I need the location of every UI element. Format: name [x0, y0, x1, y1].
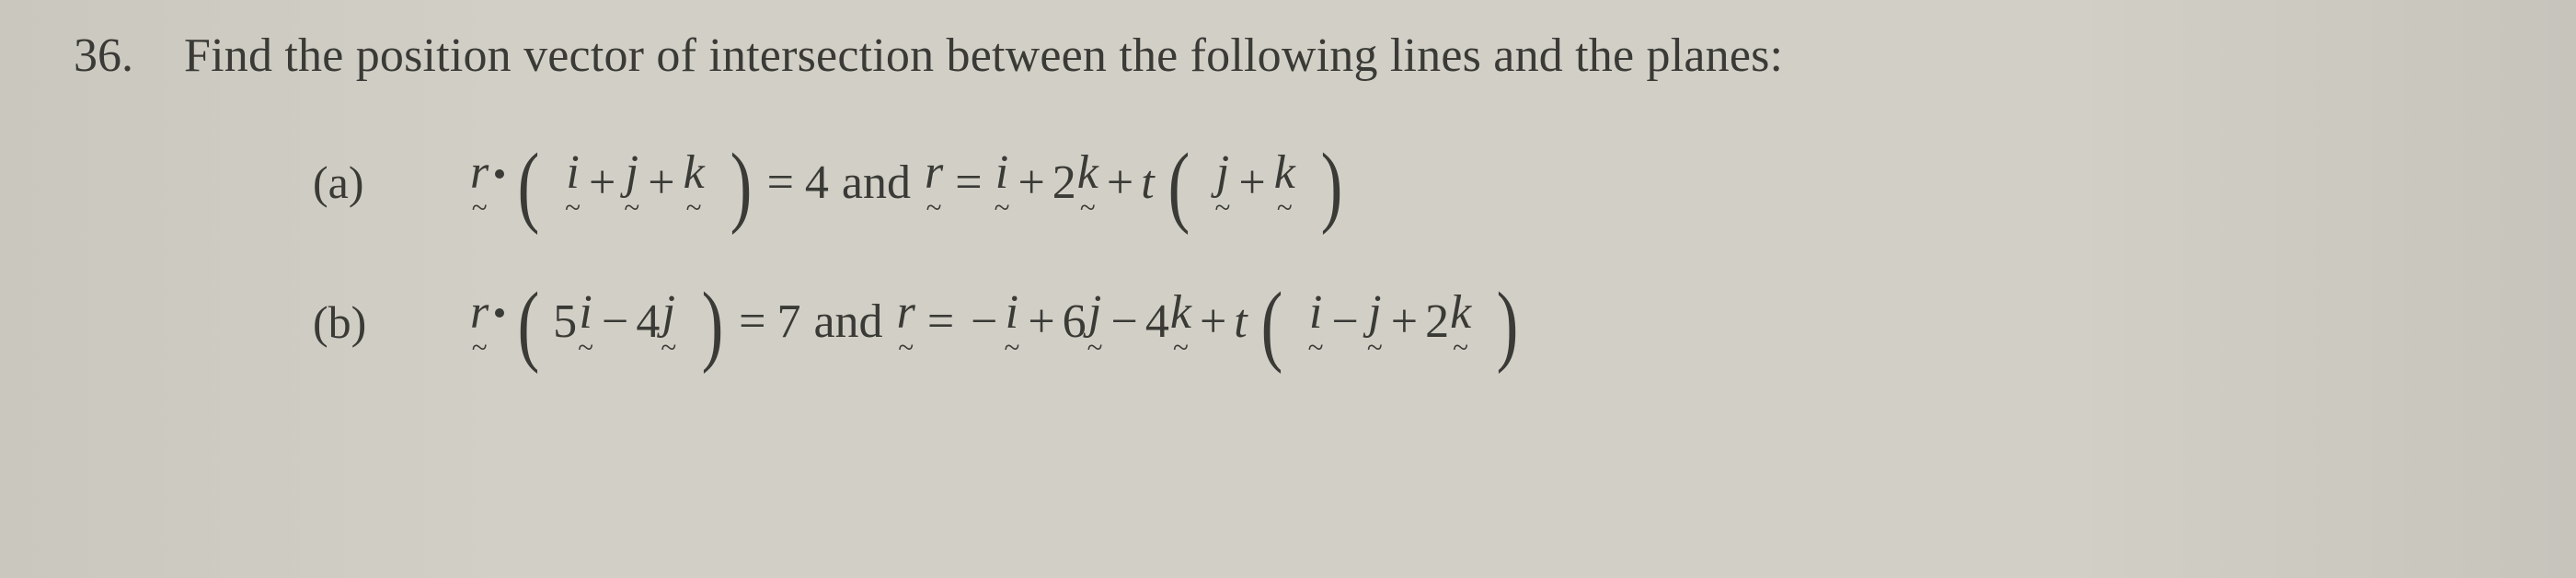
- coef-4: 4: [636, 295, 660, 349]
- vector-k: k~: [1077, 149, 1098, 215]
- equals-sign: =: [927, 295, 954, 349]
- minus-sign: −: [1332, 295, 1359, 349]
- param-t: t: [1141, 156, 1154, 210]
- left-paren: (: [518, 154, 540, 217]
- rhs-value: 4: [805, 156, 829, 210]
- right-paren: ): [1320, 154, 1342, 217]
- vector-r: r~: [897, 289, 915, 355]
- rhs-value: 7: [776, 295, 800, 349]
- vector-i: i~: [1004, 289, 1019, 355]
- vector-j: j~: [624, 149, 639, 215]
- left-paren: (: [1167, 154, 1190, 217]
- vector-i: i~: [1308, 289, 1324, 355]
- page: 36. Find the position vector of intersec…: [0, 0, 2576, 578]
- right-paren: ): [702, 293, 724, 356]
- left-paren: (: [1260, 293, 1282, 356]
- vector-k: k~: [1274, 149, 1295, 215]
- plus-sign: +: [1107, 156, 1133, 210]
- connector-and: and: [813, 295, 882, 349]
- leading-minus: −: [971, 295, 997, 349]
- equals-sign: =: [955, 156, 982, 210]
- minus-sign: −: [1111, 295, 1138, 349]
- plus-sign: +: [1018, 156, 1044, 210]
- vector-k: k~: [684, 149, 705, 215]
- plus-sign: +: [1391, 295, 1418, 349]
- vector-j: j~: [1367, 289, 1383, 355]
- plus-sign: +: [1028, 295, 1054, 349]
- part-b-label: (b): [313, 295, 469, 349]
- part-b-math: r~ ( 5 i~ − 4 j~ ) = 7 and r~ = − i~ + 6: [469, 289, 1523, 355]
- vector-r: r~: [470, 149, 489, 215]
- part-a-math: r~ ( i~ + j~ + k~ ) = 4 and r~ = i~ + 2 …: [469, 149, 1347, 215]
- connector-and: and: [842, 156, 911, 210]
- vector-r: r~: [925, 149, 943, 215]
- plus-sign: +: [1238, 156, 1265, 210]
- dot-product-icon: [495, 308, 504, 318]
- right-paren: ): [1497, 293, 1519, 356]
- coef-4: 4: [1145, 295, 1169, 349]
- plus-sign: +: [1200, 295, 1226, 349]
- part-b-row: (b) r~ ( 5 i~ − 4 j~ ) = 7 and r~ = − i~: [313, 289, 2502, 355]
- param-t: t: [1234, 295, 1247, 349]
- question-row: 36. Find the position vector of intersec…: [74, 28, 2502, 85]
- parts-container: (a) r~ ( i~ + j~ + k~ ) = 4 and r~ = i~ …: [313, 149, 2502, 354]
- equals-sign: =: [767, 156, 794, 210]
- vector-i: i~: [578, 289, 593, 355]
- vector-j: j~: [1087, 289, 1103, 355]
- vector-i: i~: [565, 149, 581, 215]
- vector-k: k~: [1170, 289, 1191, 355]
- part-a-label: (a): [313, 156, 469, 209]
- question-number: 36.: [74, 29, 184, 83]
- vector-k: k~: [1450, 289, 1471, 355]
- coef-2: 2: [1425, 295, 1449, 349]
- equals-sign: =: [739, 295, 765, 349]
- left-paren: (: [518, 293, 540, 356]
- vector-j: j~: [1215, 149, 1231, 215]
- vector-j: j~: [661, 289, 676, 355]
- question-text: Find the position vector of intersection…: [184, 28, 1783, 85]
- coef-5: 5: [553, 295, 577, 349]
- vector-r: r~: [470, 289, 489, 355]
- dot-product-icon: [495, 169, 504, 179]
- part-a-row: (a) r~ ( i~ + j~ + k~ ) = 4 and r~ = i~ …: [313, 149, 2502, 215]
- minus-sign: −: [602, 295, 628, 349]
- right-paren: ): [730, 154, 752, 217]
- vector-i: i~: [995, 149, 1010, 215]
- plus-sign: +: [589, 156, 615, 210]
- plus-sign: +: [648, 156, 674, 210]
- coef-2: 2: [1052, 156, 1076, 210]
- coef-6: 6: [1063, 295, 1087, 349]
